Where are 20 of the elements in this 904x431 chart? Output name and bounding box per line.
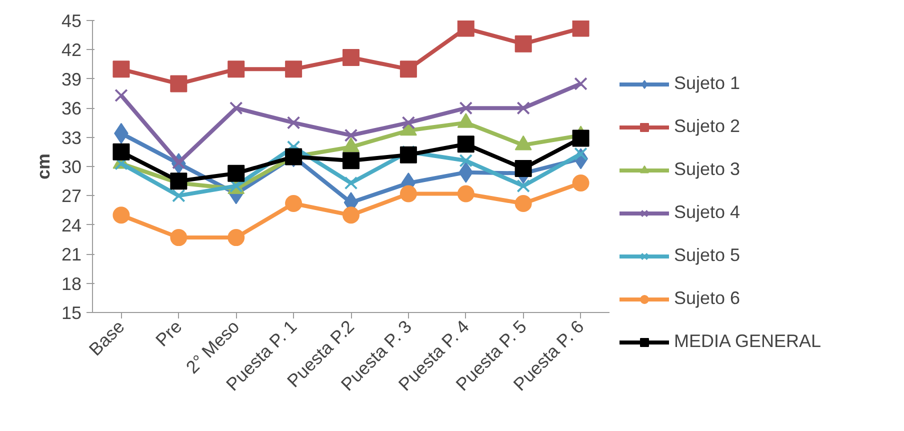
x-tick-label: Pre bbox=[152, 316, 186, 350]
y-tick-label: 42 bbox=[61, 40, 82, 60]
y-tick-label: 27 bbox=[61, 186, 82, 206]
legend-label: Sujeto 5 bbox=[674, 245, 740, 266]
y-tick-label: 21 bbox=[61, 244, 82, 265]
y-tick-label: 33 bbox=[61, 128, 82, 148]
legend-label: Sujeto 2 bbox=[674, 116, 740, 137]
y-tick-label: 18 bbox=[61, 274, 82, 294]
y-tick-label: 36 bbox=[61, 98, 82, 119]
y-tick-label: 45 bbox=[61, 11, 82, 31]
legend-label: Sujeto 3 bbox=[674, 159, 740, 180]
legend-label: Sujeto 6 bbox=[674, 288, 740, 309]
legend-label: MEDIA GENERAL bbox=[674, 331, 822, 352]
y-tick-label: 30 bbox=[61, 157, 82, 177]
y-tick-label: 24 bbox=[61, 215, 82, 236]
legend-label: Sujeto 4 bbox=[674, 202, 740, 223]
y-tick-label: 15 bbox=[61, 303, 82, 323]
y-axis-title: cm bbox=[33, 153, 54, 180]
legend-label: Sujeto 1 bbox=[674, 73, 740, 94]
y-tick-label: 39 bbox=[61, 69, 82, 90]
